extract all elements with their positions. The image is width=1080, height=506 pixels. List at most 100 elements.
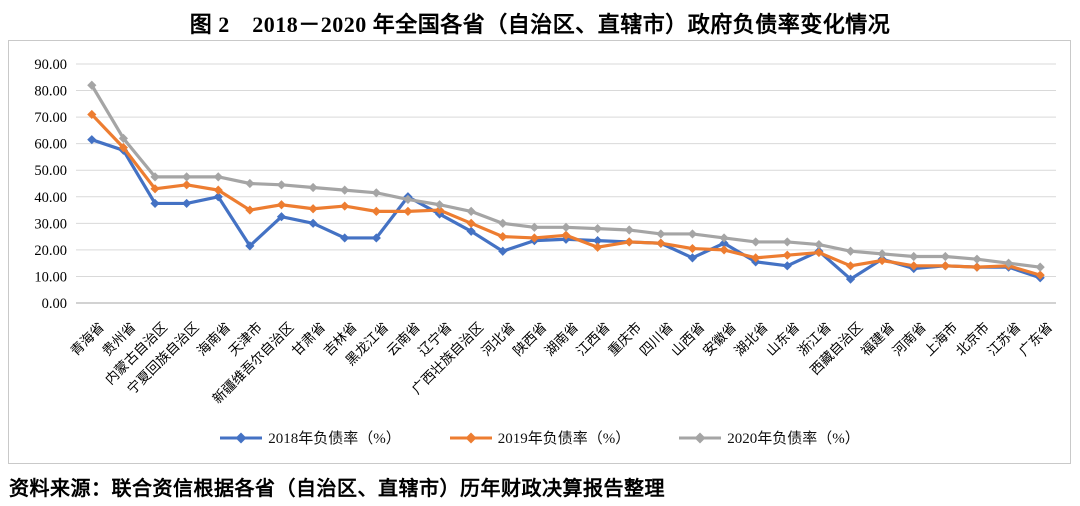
data-point-2020	[719, 233, 729, 243]
data-point-2020	[529, 222, 539, 232]
data-point-2018	[308, 218, 318, 228]
x-tick-label: 山西省	[668, 320, 707, 359]
data-point-2018	[87, 135, 97, 145]
data-point-2020	[687, 229, 698, 239]
data-point-2020	[434, 200, 445, 210]
y-tick-label: 30.00	[34, 216, 67, 232]
x-tick-label: 江西省	[573, 320, 612, 359]
y-tick-label: 80.00	[34, 84, 67, 100]
data-point-2019	[466, 218, 476, 228]
data-point-2020	[150, 172, 160, 182]
legend: 2018年负债率（%） 2019年负债率（%） 2020年负债率（%）	[9, 427, 1070, 448]
data-point-2019	[529, 233, 539, 243]
x-tick-label: 四川省	[637, 320, 676, 359]
data-point-2019	[751, 253, 761, 263]
data-point-2019	[434, 205, 445, 215]
data-point-2020	[751, 237, 761, 247]
data-point-2018	[245, 241, 255, 251]
data-point-2020	[624, 225, 634, 235]
y-tick-label: 70.00	[34, 110, 67, 126]
x-tick-label: 重庆市	[604, 319, 644, 359]
data-point-2020	[498, 218, 508, 228]
data-point-2020	[182, 172, 192, 182]
gridlines	[76, 63, 1056, 304]
data-point-2020	[245, 178, 255, 189]
y-tick-label: 20.00	[34, 243, 67, 259]
y-tick-label: 60.00	[34, 137, 67, 153]
data-point-2020	[213, 172, 223, 182]
data-point-2018	[213, 192, 223, 202]
data-point-2019	[340, 201, 350, 211]
x-tick-label: 河南省	[890, 320, 929, 359]
data-point-2018	[719, 238, 729, 248]
x-tick-label: 安徽省	[700, 320, 739, 359]
figure-title: 图 2 2018－2020 年全国各省（自治区、直辖市）政府负债率变化情况	[189, 12, 891, 37]
data-point-2019	[656, 238, 666, 248]
x-tick-label: 甘肃省	[289, 320, 328, 359]
x-tick-label: 湖南省	[542, 320, 581, 359]
data-point-2018	[687, 253, 698, 263]
series-line-2018	[90, 138, 1042, 281]
data-point-2019	[782, 250, 792, 260]
x-axis-labels: 青海省贵州省内蒙古自治区宁夏回族自治区海南省天津市新疆维吾尔自治区甘肃省吉林省黑…	[68, 319, 1056, 407]
y-tick-label: 40.00	[34, 190, 67, 206]
x-tick-label: 青海省	[68, 320, 107, 359]
legend-label-2018: 2018年负债率（%）	[268, 431, 401, 447]
data-point-2019	[308, 204, 318, 214]
line-chart: 0.00 10.00 20.00 30.00 40.00 50.00 60.00 70.00 8…	[34, 57, 1056, 407]
legend-item-2019: 2019年负债率（%）	[449, 427, 631, 448]
data-point-2020	[593, 224, 603, 234]
y-tick-label: 0.00	[42, 296, 67, 312]
data-point-2020	[877, 249, 887, 259]
data-point-2020	[782, 237, 792, 247]
x-tick-label: 海南省	[194, 320, 233, 359]
data-point-2019	[150, 184, 160, 194]
data-point-2019	[213, 185, 223, 195]
data-point-2018	[371, 233, 381, 243]
data-point-2020	[656, 229, 666, 239]
data-point-2019	[118, 143, 129, 153]
data-point-2020	[276, 180, 287, 190]
data-point-2020	[561, 222, 571, 232]
x-tick-label: 河北省	[479, 320, 518, 359]
data-point-2018	[340, 233, 350, 243]
data-point-2018	[276, 212, 287, 222]
legend-marker-2018-icon	[220, 432, 263, 443]
legend-item-2020: 2020年负债率（%）	[678, 427, 860, 448]
data-point-2020	[814, 239, 824, 250]
data-point-2018	[466, 226, 476, 236]
x-tick-label: 陕西省	[510, 320, 549, 359]
data-point-2019	[719, 245, 729, 255]
y-tick-label: 90.00	[34, 57, 67, 73]
data-point-2019	[624, 237, 634, 247]
data-point-2019	[814, 247, 824, 258]
chart-area: 0.00 10.00 20.00 30.00 40.00 50.00 60.00 70.00 8…	[8, 40, 1071, 464]
data-point-2020	[340, 185, 350, 195]
y-tick-label: 10.00	[34, 269, 67, 285]
x-tick-label: 湖北省	[732, 320, 771, 359]
data-point-2018	[498, 246, 508, 256]
line-series-2018	[87, 135, 1045, 284]
data-point-2020	[1035, 262, 1045, 272]
legend-item-2018: 2018年负债率（%）	[219, 427, 401, 448]
data-point-2020	[972, 254, 982, 264]
data-point-2020	[940, 251, 950, 262]
series-line-2019	[90, 112, 1042, 277]
data-point-2019	[972, 262, 982, 272]
data-point-2019	[498, 232, 508, 242]
legend-label-2019: 2019年负债率（%）	[497, 431, 631, 447]
data-point-2019	[276, 200, 287, 210]
data-point-2020	[466, 206, 476, 216]
y-tick-label: 50.00	[34, 163, 67, 179]
data-point-2019	[845, 261, 856, 271]
x-tick-label: 福建省	[858, 320, 897, 359]
legend-label-2020: 2020年负债率（%）	[727, 431, 860, 447]
data-point-2020	[371, 188, 381, 198]
x-tick-label: 云南省	[384, 320, 423, 359]
x-tick-label: 北京市	[952, 319, 992, 359]
source-note: 资料来源：联合资信根据各省（自治区、直辖市）历年财政决算报告整理	[9, 478, 665, 500]
data-point-2020	[909, 251, 919, 262]
data-point-2019	[687, 243, 698, 254]
line-series-2019	[87, 109, 1045, 280]
x-tick-label: 广东省	[1016, 320, 1055, 359]
